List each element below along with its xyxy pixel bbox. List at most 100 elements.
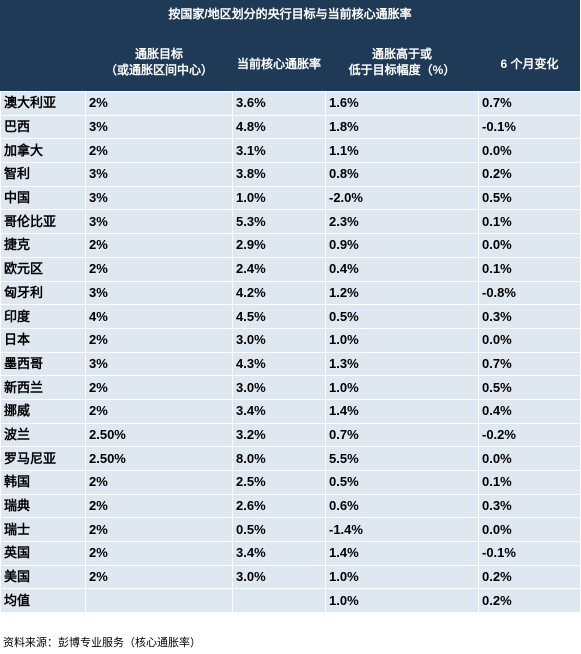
deviation-cell: 2.3% [325, 209, 479, 235]
deviation-cell: 1.0% [325, 327, 479, 353]
table-row: 巴西 3% 4.8% 1.8% -0.1% [0, 114, 581, 140]
column-header-target: 通胀目标 （或通胀区间中心） [86, 46, 232, 78]
column-header-line: 当前核心通胀率 [236, 57, 321, 71]
target-cell: 2% [85, 541, 233, 566]
country-cell: 哥伦比亚 [0, 209, 86, 235]
six-month-change-cell: 0.0% [478, 327, 581, 353]
country-cell: 捷克 [0, 233, 86, 258]
table-row: 波兰 2.50% 3.2% 0.7% -0.2% [0, 422, 581, 448]
deviation-cell: 1.4% [325, 398, 479, 424]
core-inflation-cell: 4.3% [232, 351, 326, 377]
core-inflation-cell: 4.8% [232, 114, 326, 140]
table-row: 中国 3% 1.0% -2.0% 0.5% [0, 185, 581, 211]
six-month-change-cell: 0.0% [478, 517, 581, 543]
inflation-table: 澳大利亚 2% 3.6% 1.6% 0.7% 巴西 3% 4.8% 1.8% -0.1% 加拿大 2%… [0, 91, 581, 614]
target-cell: 3% [85, 209, 233, 235]
table-title: 按国家/地区划分的央行目标与当前核心通胀率 [168, 7, 412, 21]
six-month-change-cell: 0.0% [478, 138, 581, 164]
deviation-cell: 1.6% [325, 91, 479, 116]
country-cell: 墨西哥 [0, 351, 86, 377]
core-inflation-cell: 2.9% [232, 233, 326, 258]
core-inflation-cell: 2.6% [232, 493, 326, 519]
country-cell: 美国 [0, 564, 86, 590]
target-cell: 3% [85, 280, 233, 306]
six-month-change-cell: 0.1% [478, 209, 581, 235]
country-cell: 智利 [0, 162, 86, 187]
target-cell [85, 588, 233, 614]
six-month-change-cell: 0.5% [478, 375, 581, 400]
table-row: 瑞典 2% 2.6% 0.6% 0.3% [0, 493, 581, 519]
deviation-cell: 1.0% [325, 588, 479, 614]
core-inflation-cell: 1.0% [232, 185, 326, 211]
six-month-change-cell: 0.7% [478, 91, 581, 116]
deviation-cell: 0.7% [325, 422, 479, 448]
six-month-change-cell: 0.2% [478, 564, 581, 590]
deviation-cell: -1.4% [325, 517, 479, 543]
core-inflation-cell: 3.4% [232, 541, 326, 566]
table-row: 澳大利亚 2% 3.6% 1.6% 0.7% [0, 91, 581, 116]
country-cell: 巴西 [0, 114, 86, 140]
country-cell: 印度 [0, 304, 86, 329]
country-cell: 英国 [0, 541, 86, 566]
country-cell: 韩国 [0, 470, 86, 495]
table-row: 均值 1.0% 0.2% [0, 588, 581, 614]
target-cell: 3% [85, 185, 233, 211]
core-inflation-cell: 3.8% [232, 162, 326, 187]
target-cell: 2% [85, 564, 233, 590]
table-row: 墨西哥 3% 4.3% 1.3% 0.7% [0, 351, 581, 377]
deviation-cell: 1.4% [325, 541, 479, 566]
country-cell: 罗马尼亚 [0, 446, 86, 471]
table-row: 加拿大 2% 3.1% 1.1% 0.0% [0, 138, 581, 164]
deviation-cell: 0.4% [325, 256, 479, 282]
table-row: 瑞士 2% 0.5% -1.4% 0.0% [0, 517, 581, 543]
target-cell: 2% [85, 517, 233, 543]
country-cell: 瑞士 [0, 517, 86, 543]
core-inflation-cell: 4.2% [232, 280, 326, 306]
six-month-change-cell: 0.2% [478, 588, 581, 614]
six-month-change-cell: 0.1% [478, 256, 581, 282]
country-cell: 加拿大 [0, 138, 86, 164]
deviation-cell: 0.5% [325, 304, 479, 329]
six-month-change-cell: -0.8% [478, 280, 581, 306]
country-cell: 中国 [0, 185, 86, 211]
country-cell: 均值 [0, 588, 86, 614]
table-row: 捷克 2% 2.9% 0.9% 0.0% [0, 233, 581, 258]
table-row: 印度 4% 4.5% 0.5% 0.3% [0, 304, 581, 329]
core-inflation-cell: 3.4% [232, 398, 326, 424]
core-inflation-cell: 0.5% [232, 517, 326, 543]
six-month-change-cell: 0.3% [478, 304, 581, 329]
column-header-diff: 通胀高于或 低于目标幅度（%） [326, 46, 478, 78]
deviation-cell: 1.8% [325, 114, 479, 140]
core-inflation-cell: 3.0% [232, 327, 326, 353]
core-inflation-cell: 3.6% [232, 91, 326, 116]
deviation-cell: 0.5% [325, 470, 479, 495]
country-cell: 日本 [0, 327, 86, 353]
target-cell: 2% [85, 398, 233, 424]
deviation-cell: 5.5% [325, 446, 479, 471]
target-cell: 2% [85, 470, 233, 495]
target-cell: 2% [85, 233, 233, 258]
column-header-core: 当前核心通胀率 [233, 56, 325, 72]
deviation-cell: 0.8% [325, 162, 479, 187]
target-cell: 2.50% [85, 446, 233, 471]
column-header-line: （或通胀区间中心） [104, 63, 213, 77]
target-cell: 2% [85, 138, 233, 164]
target-cell: 2% [85, 375, 233, 400]
country-cell: 澳大利亚 [0, 91, 86, 116]
table-body: 澳大利亚 2% 3.6% 1.6% 0.7% 巴西 3% 4.8% 1.8% -0.1% 加拿大 2%… [0, 91, 581, 614]
core-inflation-cell: 2.5% [232, 470, 326, 495]
column-header-line: 通胀目标 [134, 47, 183, 61]
core-inflation-cell: 3.0% [232, 564, 326, 590]
table-row: 欧元区 2% 2.4% 0.4% 0.1% [0, 256, 581, 282]
six-month-change-cell: 0.7% [478, 351, 581, 377]
six-month-change-cell: -0.1% [478, 541, 581, 566]
core-inflation-cell: 2.4% [232, 256, 326, 282]
deviation-cell: 0.9% [325, 233, 479, 258]
country-cell: 匈牙利 [0, 280, 86, 306]
target-cell: 2% [85, 327, 233, 353]
table-row: 罗马尼亚 2.50% 8.0% 5.5% 0.0% [0, 446, 581, 471]
six-month-change-cell: -0.2% [478, 422, 581, 448]
deviation-cell: 1.0% [325, 375, 479, 400]
core-inflation-cell: 3.0% [232, 375, 326, 400]
